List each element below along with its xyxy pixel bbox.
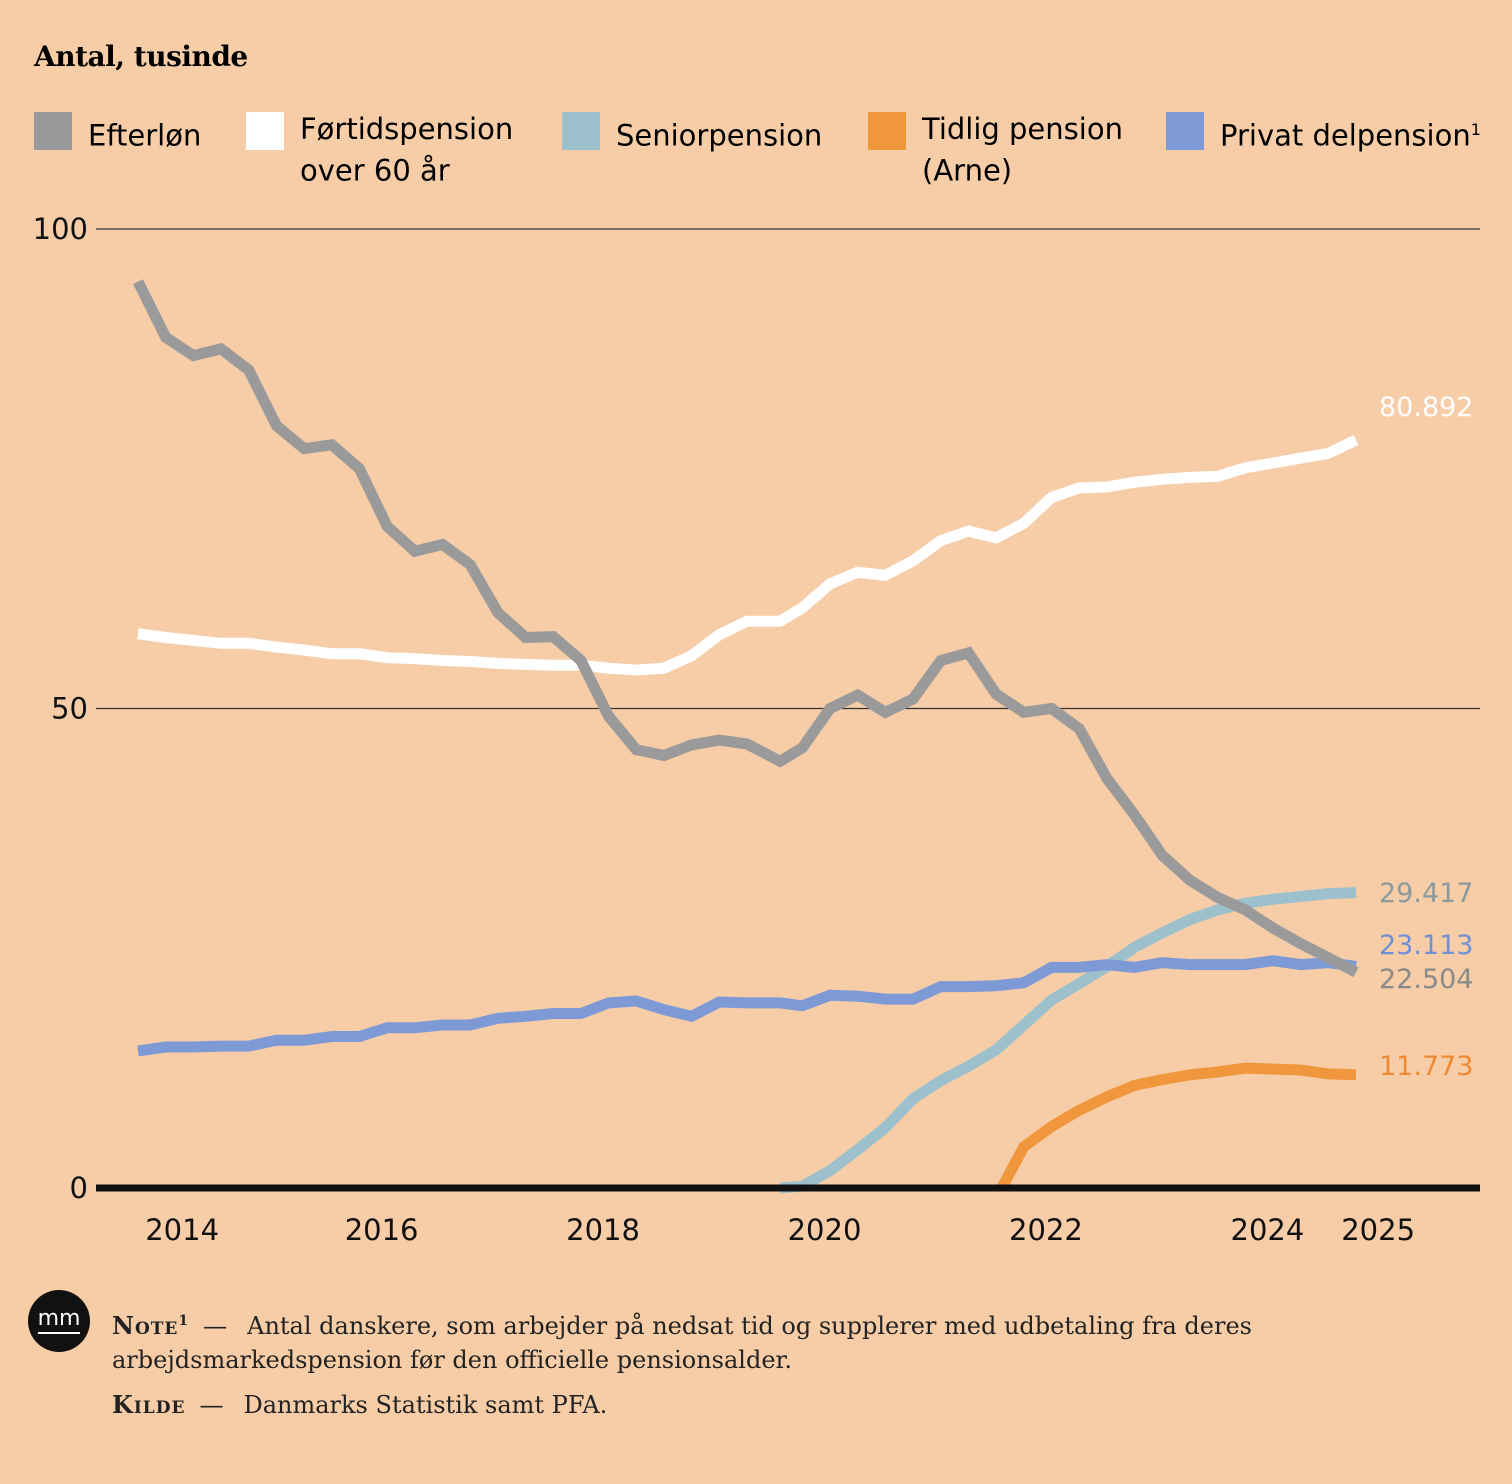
legend-label: Efterløn: [88, 118, 202, 153]
series-line-0: [133, 279, 1359, 978]
end-value-label: 29.417: [1379, 878, 1473, 909]
legend-swatch: [34, 112, 72, 150]
x-tick-label: 2014: [145, 1213, 219, 1247]
legend-label: Førtidspension over 60 år: [300, 112, 514, 188]
x-tick-label: 2022: [1009, 1213, 1083, 1247]
legend-item-foertidspension: Førtidspension over 60 år: [246, 112, 513, 189]
y-tick-label: 50: [51, 692, 88, 726]
source-key: Kilde: [112, 1390, 186, 1419]
legend-item-tidlig-pension: Tidlig pension (Arne): [868, 112, 1123, 189]
legend-swatch: [246, 112, 284, 150]
line-chart: 0 50 100 2014 2016 2018 2020 2022 2024 2025 22.504…: [33, 212, 1480, 1247]
legend-swatch: [562, 112, 600, 150]
legend-item-privat-delpension: Privat delpension1: [1166, 112, 1481, 154]
x-tick-label: 2024: [1231, 1213, 1305, 1247]
source-dash: —: [199, 1391, 224, 1419]
y-tick-label: 100: [33, 212, 88, 246]
series-line-1: [137, 435, 1359, 676]
legend-label: Tidlig pension (Arne): [922, 112, 1123, 188]
y-tick-label: 0: [70, 1171, 88, 1205]
legend-item-efterloen: Efterløn: [34, 112, 201, 154]
publisher-logo: mm: [28, 1290, 90, 1352]
legend-swatch: [1166, 112, 1204, 150]
end-value-label: 80.892: [1379, 392, 1473, 423]
x-tick-label: 2025: [1341, 1213, 1415, 1247]
series-line-4: [137, 955, 1357, 1057]
end-value-label: 23.113: [1379, 930, 1473, 961]
x-tick-label: 2018: [566, 1213, 640, 1247]
legend-label: Seniorpension: [616, 118, 823, 153]
legend-swatch: [868, 112, 906, 150]
footnote-key: Note1: [112, 1311, 190, 1340]
source-note: Kilde — Danmarks Statistik samt PFA.: [112, 1388, 1472, 1422]
footnote-text: Antal danskere, som arbejder på nedsat t…: [112, 1312, 1252, 1374]
legend-label: Privat delpension1: [1220, 118, 1481, 153]
end-value-label: 11.773: [1379, 1051, 1473, 1082]
series-line-2: [779, 887, 1357, 1194]
source-text: Danmarks Statistik samt PFA.: [243, 1391, 608, 1419]
end-value-label: 22.504: [1379, 964, 1473, 995]
legend-item-seniorpension: Seniorpension: [562, 112, 822, 154]
y-axis-title: Antal, tusinde: [34, 40, 248, 73]
series-line-3: [996, 1062, 1357, 1191]
x-tick-label: 2016: [345, 1213, 419, 1247]
footnote: Note1 — Antal danskere, som arbejder på ne…: [112, 1304, 1472, 1377]
x-tick-label: 2020: [788, 1213, 862, 1247]
footnote-dash: —: [203, 1312, 228, 1340]
